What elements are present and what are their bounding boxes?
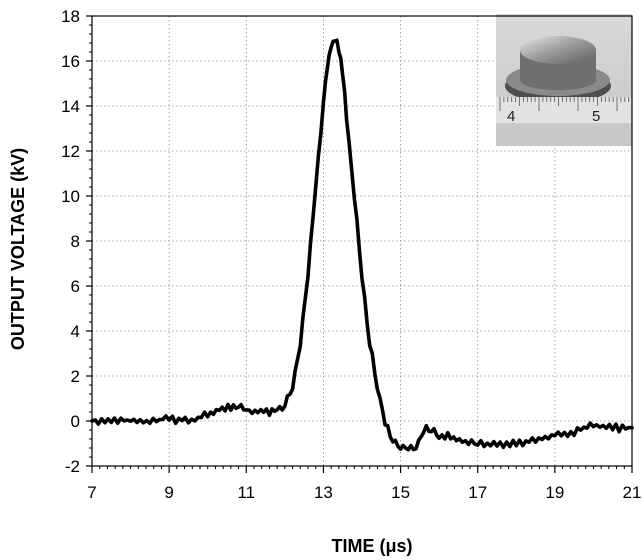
x-tick-label: 13 [314, 483, 333, 502]
axes: 7 9 11 13 15 17 19 21 -2 0 2 4 6 8 10 12 14 16 18 [61, 7, 641, 502]
y-tick-label: 16 [61, 52, 80, 71]
x-tick-label: 17 [468, 483, 487, 502]
x-tick-label: 11 [237, 483, 255, 502]
y-tick-label: 4 [71, 322, 80, 341]
ruler-label-4: 4 [507, 108, 515, 125]
y-axis-title: OUTPUT VOLTAGE (kV) [8, 148, 28, 350]
voltage-trace [90, 38, 634, 452]
y-tick-label: 18 [61, 7, 80, 26]
grid [92, 16, 632, 466]
disc-top [520, 36, 596, 64]
inset-photo: 4 5 [496, 14, 632, 146]
x-axis-title: TIME (μs) [331, 536, 412, 556]
x-tick-label: 7 [87, 483, 96, 502]
disc-base [520, 70, 596, 90]
ruler-label-5: 5 [592, 108, 600, 125]
x-tick-label: 15 [391, 483, 410, 502]
y-tick-label: -2 [65, 457, 80, 476]
y-tick-label: 12 [61, 142, 80, 161]
ruler [496, 97, 632, 123]
y-tick-label: 0 [71, 412, 80, 431]
y-tick-label: 14 [61, 97, 80, 116]
y-tick-label: 8 [71, 232, 80, 251]
y-tick-label: 10 [61, 187, 80, 206]
x-tick-label: 19 [545, 483, 564, 502]
y-tick-label: 6 [71, 277, 80, 296]
x-tick-label: 21 [623, 483, 642, 502]
x-tick-label: 9 [164, 483, 173, 502]
y-tick-label: 2 [71, 367, 80, 386]
ruler-ticks [499, 97, 630, 111]
